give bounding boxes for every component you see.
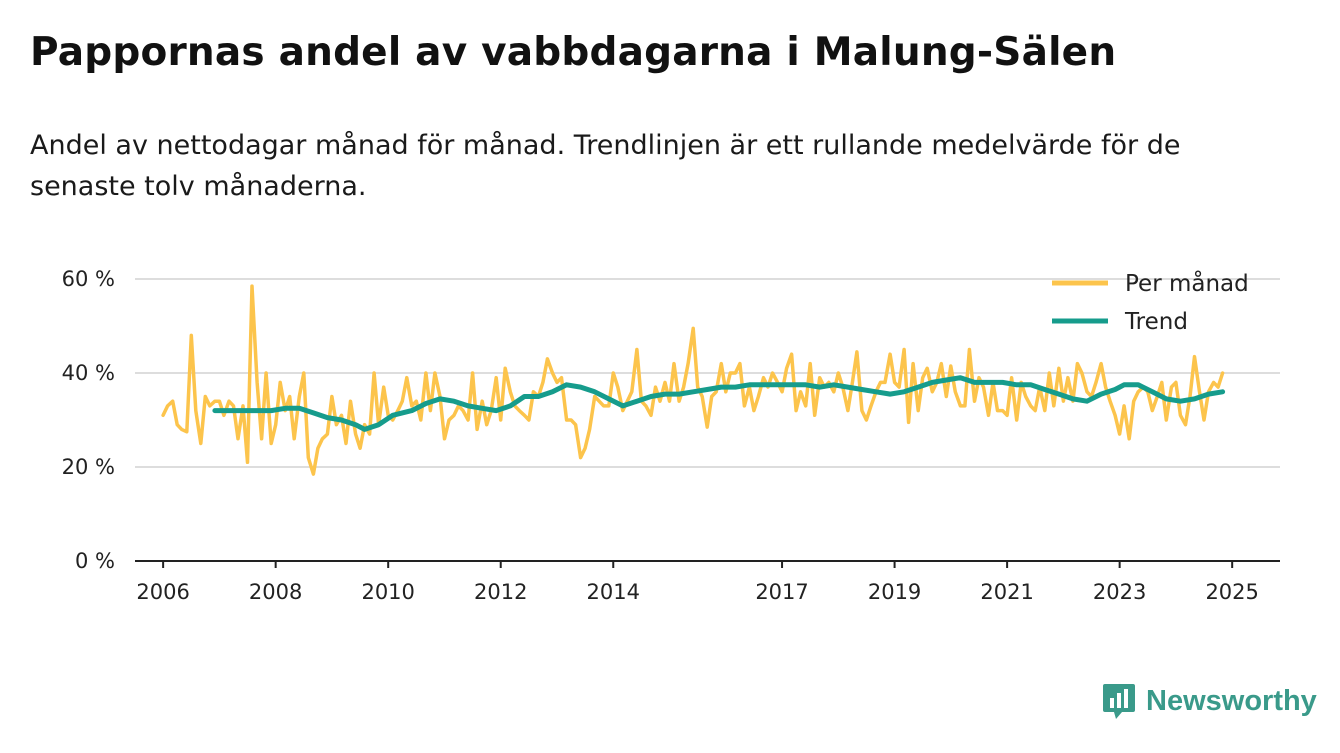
brand-logo: Newsworthy bbox=[1102, 681, 1317, 721]
series-lines bbox=[161, 284, 1226, 476]
gridlines: 0 % 20 % 40 % 60 % bbox=[62, 267, 1280, 573]
y-tick-label: 20 % bbox=[62, 455, 115, 479]
series-line-trend bbox=[212, 375, 1226, 432]
legend-label-monthly: Per månad bbox=[1125, 269, 1249, 297]
x-tick-label: 2010 bbox=[361, 580, 414, 604]
x-tick-label: 2014 bbox=[587, 580, 640, 604]
x-tick-label: 2012 bbox=[474, 580, 527, 604]
y-tick-label: 60 % bbox=[62, 267, 115, 291]
legend: Per månad Trend bbox=[1052, 269, 1249, 335]
brand-name: Newsworthy bbox=[1146, 684, 1317, 717]
x-tick-label: 2008 bbox=[249, 580, 302, 604]
chart-title: Pappornas andel av vabbdagarna i Malung-… bbox=[30, 30, 1117, 75]
newsworthy-logo-icon bbox=[1103, 684, 1135, 719]
y-tick-label: 40 % bbox=[62, 361, 115, 385]
legend-label-trend: Trend bbox=[1124, 309, 1188, 335]
x-tick-label: 2023 bbox=[1093, 580, 1146, 604]
series-line-monthly bbox=[161, 284, 1225, 476]
chart-subtitle: Andel av nettodagar månad för månad. Tre… bbox=[30, 130, 1181, 202]
x-tick-label: 2006 bbox=[136, 580, 189, 604]
x-tick-label: 2017 bbox=[755, 580, 808, 604]
x-axis: 2006 2008 2010 2012 2014 2017 2019 2021 2023 2025 bbox=[135, 560, 1280, 604]
y-tick-label: 0 % bbox=[75, 549, 115, 573]
x-tick-label: 2021 bbox=[980, 580, 1033, 604]
x-tick-label: 2019 bbox=[868, 580, 921, 604]
x-tick-label: 2025 bbox=[1205, 580, 1258, 604]
